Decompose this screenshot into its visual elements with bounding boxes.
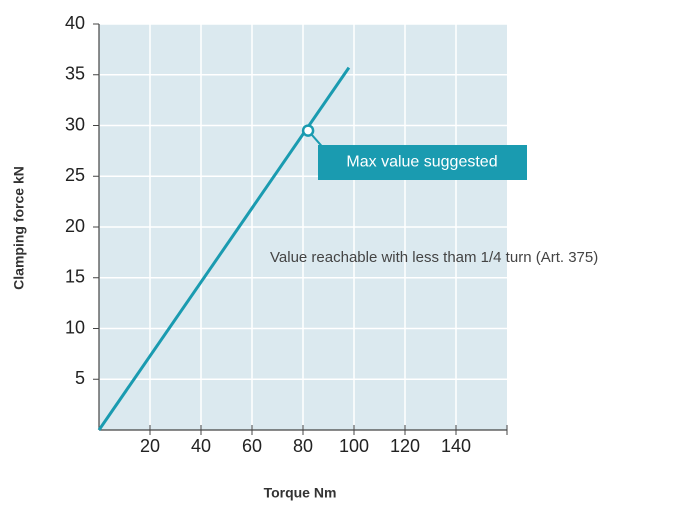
y-tick-label: 20 <box>65 216 85 236</box>
y-tick-label: 10 <box>65 317 85 337</box>
x-tick-label: 120 <box>390 436 420 456</box>
x-tick-label: 80 <box>293 436 313 456</box>
x-tick-label: 40 <box>191 436 211 456</box>
callout-box <box>318 145 527 180</box>
y-tick-label: 5 <box>75 368 85 388</box>
callout-label: Max value suggested <box>346 154 497 171</box>
x-tick-label: 60 <box>242 436 262 456</box>
y-tick-label: 15 <box>65 267 85 287</box>
y-tick-label: 35 <box>65 64 85 84</box>
x-tick-label: 20 <box>140 436 160 456</box>
x-tick-label: 140 <box>441 436 471 456</box>
y-tick-label: 25 <box>65 165 85 185</box>
y-tick-label: 30 <box>65 114 85 134</box>
highlight-point <box>301 124 315 137</box>
annotation: Value reachable with less tham 1/4 turn … <box>270 249 598 266</box>
x-tick-label: 100 <box>339 436 369 456</box>
x-axis-label: Torque Nm <box>264 485 337 501</box>
y-axis-label: Clamping force kN <box>11 166 27 290</box>
y-tick-label: 40 <box>65 13 85 33</box>
